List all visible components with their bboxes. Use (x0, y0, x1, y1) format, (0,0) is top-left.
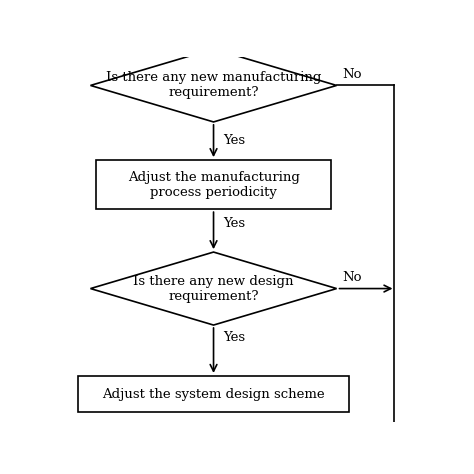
Text: No: No (342, 68, 362, 81)
Text: Is there any new manufacturing
requirement?: Is there any new manufacturing requireme… (106, 72, 321, 100)
Polygon shape (91, 252, 337, 325)
Text: Yes: Yes (223, 217, 245, 230)
Bar (78, 376, 349, 412)
Text: Yes: Yes (223, 135, 245, 147)
Text: Yes: Yes (223, 331, 245, 344)
Bar (96, 160, 331, 209)
Text: Adjust the manufacturing
process periodicity: Adjust the manufacturing process periodi… (128, 171, 300, 199)
Text: No: No (342, 271, 362, 284)
Polygon shape (91, 49, 337, 122)
Text: Is there any new design
requirement?: Is there any new design requirement? (133, 274, 294, 302)
Text: Adjust the system design scheme: Adjust the system design scheme (102, 388, 325, 401)
